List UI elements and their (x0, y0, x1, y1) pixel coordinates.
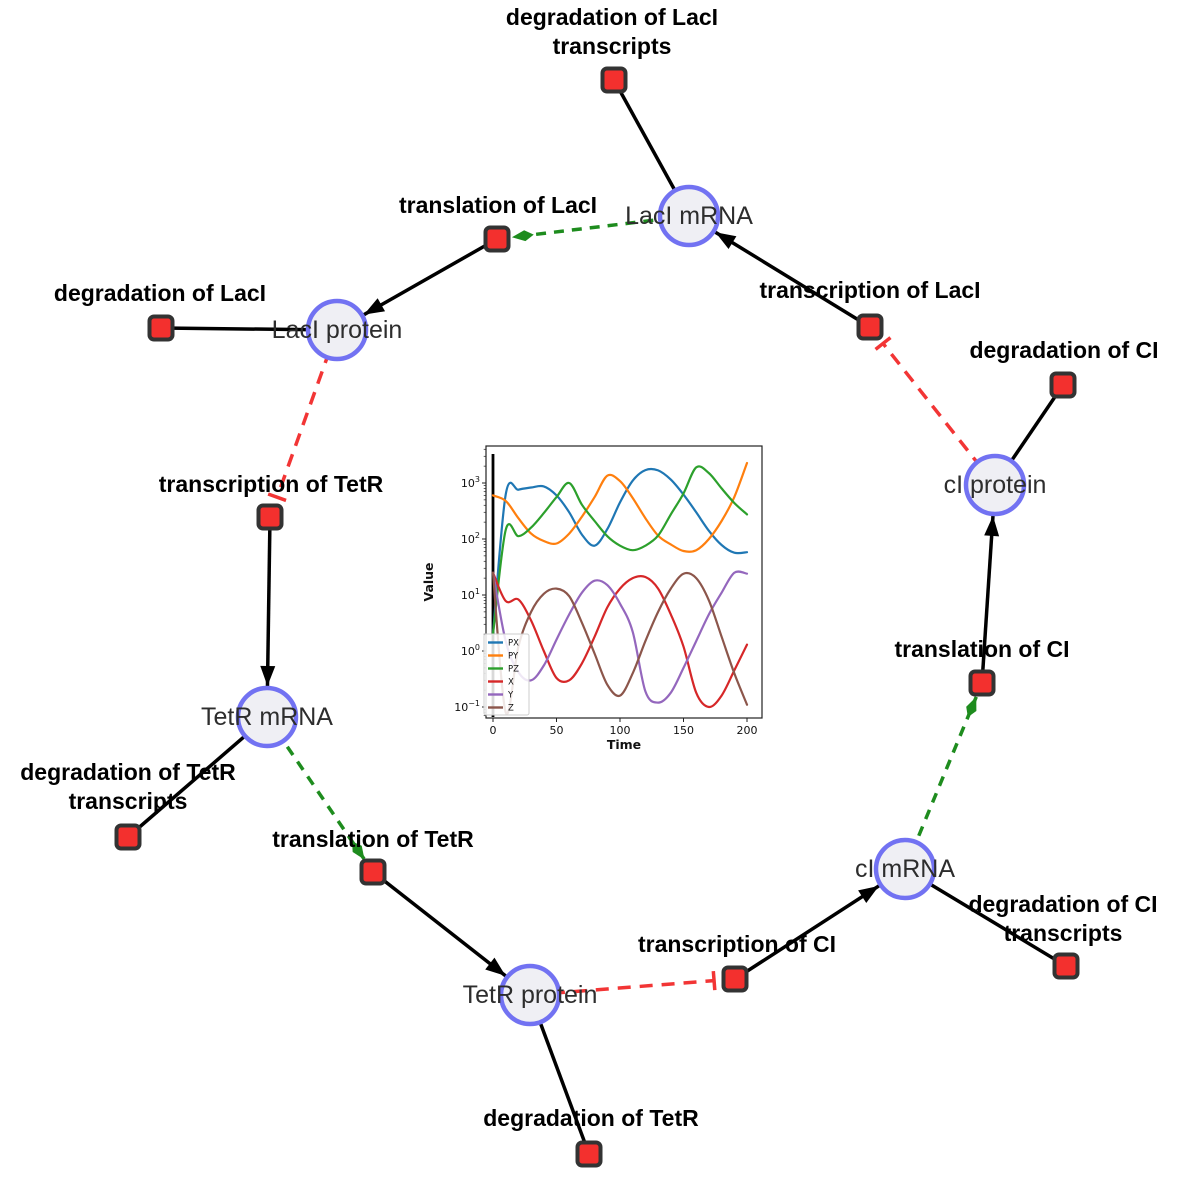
reaction-node-transl_tetr[interactable] (359, 858, 387, 886)
legend-box (483, 633, 530, 716)
reaction-node-transl_ci[interactable] (968, 669, 996, 697)
edge-production-transl_tetr-tetr_protein (371, 870, 507, 978)
reaction-label-txn_ci: transcription of CI (638, 931, 836, 957)
plot-frame (485, 445, 763, 719)
series-Z (491, 571, 749, 716)
modifier-arrowhead (352, 841, 365, 860)
y-tick-label: 10−1 (454, 699, 480, 714)
legend-label-PY: PY (508, 652, 519, 662)
series-Y (491, 570, 749, 704)
reaction-node-deg_ci_tx[interactable] (1052, 952, 1080, 980)
inhibition-tbar (267, 492, 287, 503)
y-tick-label: 100 (461, 643, 480, 658)
species-label-tetr_mrna: TetR mRNA (201, 703, 333, 731)
modifier-arrowhead (966, 696, 977, 718)
species-node-tetr_mrna[interactable] (235, 685, 299, 749)
species-node-tetr_protein[interactable] (498, 963, 562, 1027)
x-tick-label: 100 (610, 724, 631, 737)
reaction-label-deg_laci: degradation of LacI (54, 280, 266, 306)
reaction-label-deg_tetr: degradation of TetR (483, 1105, 699, 1131)
reaction-label-deg_tetr_tx: degradation of TetR transcripts (20, 759, 236, 814)
legend: PX PY PZ XYZ (483, 633, 530, 716)
species-node-laci_protein[interactable] (305, 298, 369, 362)
species-label-ci_protein: cI protein (944, 471, 1047, 499)
y-axis-title: Value (421, 562, 436, 601)
reaction-label-txn_tetr: transcription of TetR (159, 471, 384, 497)
reaction-node-deg_laci[interactable] (147, 314, 175, 342)
edge-modifier-ci_mrna-transl_ci (903, 696, 978, 870)
species-node-ci_protein[interactable] (963, 453, 1027, 517)
series-PX (491, 467, 749, 636)
species-label-laci_mrna: LacI mRNA (625, 202, 753, 230)
reaction-node-deg_ci[interactable] (1049, 371, 1077, 399)
species-label-laci_protein: LacI protein (272, 316, 403, 344)
reaction-node-deg_tetr[interactable] (575, 1140, 603, 1168)
species-label-tetr_protein: TetR protein (463, 981, 598, 1009)
edge-production-txn_tetr-tetr_mrna (265, 516, 272, 687)
arrowhead (715, 232, 737, 250)
arrowhead (363, 298, 386, 315)
reaction-node-deg_laci_tx[interactable] (600, 66, 628, 94)
arrowhead (485, 957, 506, 976)
arrowhead (984, 515, 1000, 537)
reaction-label-transl_laci: translation of LacI (399, 192, 597, 218)
series-PZ (491, 465, 749, 636)
edge-production-txn_ci-ci_mrna (734, 884, 880, 981)
y-tick-label: 103 (461, 475, 480, 490)
arrowhead (858, 885, 879, 904)
arrowhead (260, 665, 276, 687)
edge-production-transl_ci-ci_protein (980, 515, 995, 684)
reaction-node-transl_laci[interactable] (483, 225, 511, 253)
node-layer (114, 66, 1080, 1168)
label-layer: LacI mRNA LacI protein TetR mRNA TetR prote… (20, 4, 1158, 1131)
x-tick-label: 150 (673, 724, 694, 737)
species-node-ci_mrna[interactable] (873, 837, 937, 901)
series-PY (491, 461, 749, 553)
species-node-laci_mrna[interactable] (657, 184, 721, 248)
modifier-arrowhead (511, 230, 534, 242)
legend-label-PX: PX (508, 639, 519, 649)
reaction-node-txn_ci[interactable] (721, 965, 749, 993)
curve-layer (491, 454, 749, 717)
reaction-label-transl_ci: translation of CI (894, 636, 1069, 662)
edge-modifier-laci_mrna-transl_laci (511, 214, 690, 239)
edge-consumption-ci_mrna-deg_ci_tx (904, 867, 1067, 968)
edge-production-transl_laci-laci_protein (363, 237, 498, 317)
reaction-label-deg_ci: degradation of CI (969, 337, 1158, 363)
inhibition-tbar (874, 336, 892, 351)
x-tick-label: 200 (737, 724, 758, 737)
x-tick-label: 50 (550, 724, 564, 737)
reaction-node-txn_laci[interactable] (856, 313, 884, 341)
legend-label-Z: Z (508, 704, 514, 714)
reaction-label-deg_ci_tx: degradation of CI transcripts (968, 891, 1157, 946)
legend-label-X: X (508, 678, 514, 688)
reaction-label-transl_tetr: translation of TetR (272, 826, 474, 852)
series-X (491, 571, 749, 709)
y-tick-label: 101 (461, 587, 480, 602)
legend-label-Y: Y (507, 691, 514, 701)
y-tick-label: 102 (461, 531, 480, 546)
reaction-label-txn_laci: transcription of LacI (759, 277, 980, 303)
x-axis-title: Time (607, 737, 641, 752)
edge-production-txn_laci-laci_mrna (714, 230, 871, 329)
x-tick-label: 0 (490, 724, 497, 737)
species-label-ci_mrna: cI mRNA (855, 855, 955, 883)
reaction-node-txn_tetr[interactable] (256, 503, 284, 531)
inhibition-tbar (711, 971, 717, 991)
legend-label-PZ: PZ (508, 665, 519, 675)
reaction-node-deg_tetr_tx[interactable] (114, 823, 142, 851)
reaction-label-deg_laci_tx: degradation of LacI transcripts (506, 4, 718, 59)
